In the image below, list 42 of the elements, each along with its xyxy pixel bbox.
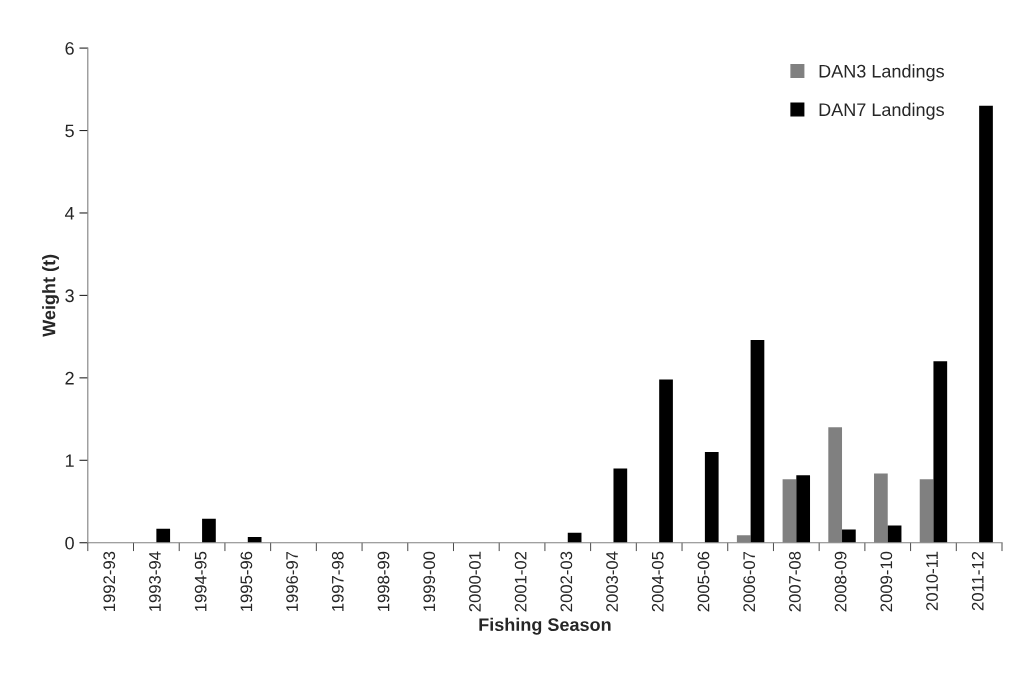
y-tick-label: 3 — [65, 289, 74, 303]
bar — [979, 105, 993, 543]
x-tick-label: 2006-07 — [743, 551, 756, 612]
x-tick-label: 1992-93 — [103, 551, 116, 611]
x-tick-label: 2007-08 — [788, 551, 801, 612]
bar — [796, 475, 811, 543]
bar — [704, 452, 719, 543]
bar — [933, 361, 948, 543]
y-tick-label: 6 — [65, 42, 74, 55]
bar — [842, 529, 856, 543]
x-tick-label: 2001-02 — [514, 551, 527, 612]
bar — [156, 528, 171, 543]
legend-label: DAN3 Landings — [819, 64, 944, 82]
y-tick-label: 0 — [65, 536, 74, 550]
legend-label: DAN7 Landings — [819, 102, 944, 120]
x-tick-label: 1994-95 — [194, 551, 207, 611]
x-tick-label: 1998-99 — [377, 551, 390, 611]
bar — [659, 379, 673, 543]
x-tick-label: 1995-96 — [240, 551, 253, 611]
x-tick-label: 2008-09 — [834, 551, 847, 612]
x-tick-label: 2009-10 — [880, 551, 893, 612]
bar — [887, 525, 902, 543]
y-tick-label: 5 — [65, 124, 74, 138]
x-tick-label: 2000-01 — [469, 551, 481, 612]
y-axis-title: Weight (t) — [42, 254, 60, 337]
y-tick-label: 4 — [64, 207, 75, 220]
bar — [202, 518, 216, 543]
x-tick-label: 2005-06 — [697, 551, 710, 612]
x-tick-label: 1997-98 — [331, 551, 344, 611]
x-tick-label: 2004-05 — [651, 551, 664, 612]
x-tick-label: 1996-97 — [286, 551, 298, 611]
y-tick-label: 1 — [65, 454, 74, 467]
x-axis-title: Fishing Season — [479, 617, 611, 635]
y-tick-label: 2 — [65, 371, 74, 385]
x-tick-label: 2002-03 — [560, 551, 573, 612]
x-tick-label: 1993-94 — [149, 551, 161, 611]
bar — [750, 339, 765, 543]
x-tick-label: 1999-00 — [423, 551, 436, 611]
bar — [613, 468, 628, 543]
x-tick-label: 2011-12 — [971, 551, 984, 611]
x-tick-label: 2003-04 — [606, 551, 618, 612]
x-tick-label: 2010-11 — [926, 551, 938, 611]
